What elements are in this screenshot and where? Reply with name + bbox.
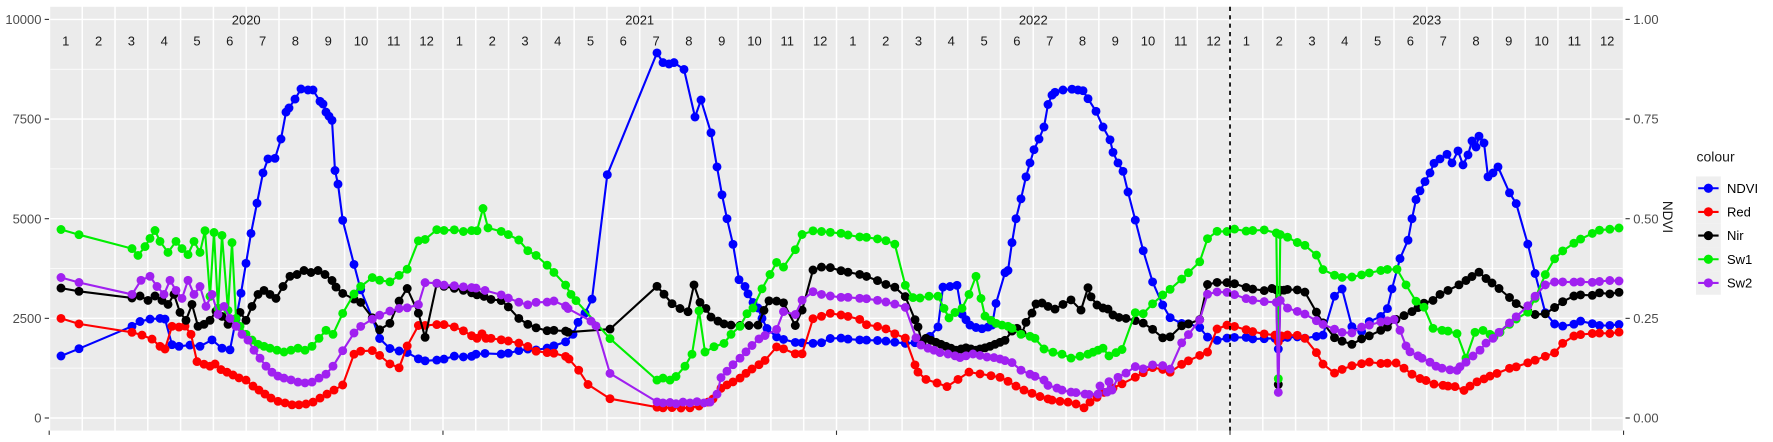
svg-text:8: 8 [292, 33, 299, 48]
svg-text:1: 1 [456, 33, 463, 48]
svg-text:12: 12 [419, 33, 433, 48]
svg-text:12: 12 [813, 33, 827, 48]
svg-text:10: 10 [354, 33, 368, 48]
svg-text:4: 4 [948, 33, 955, 48]
svg-text:2: 2 [1276, 33, 1283, 48]
svg-text:5000: 5000 [13, 211, 42, 226]
svg-text:0: 0 [34, 411, 41, 426]
svg-text:7500: 7500 [13, 112, 42, 127]
svg-text:3: 3 [521, 33, 528, 48]
svg-text:3: 3 [915, 33, 922, 48]
svg-text:8: 8 [1472, 33, 1479, 48]
svg-text:0.50: 0.50 [1633, 211, 1658, 226]
svg-text:1: 1 [849, 33, 856, 48]
svg-text:10: 10 [1534, 33, 1548, 48]
svg-text:10: 10 [747, 33, 761, 48]
svg-text:2023: 2023 [1412, 12, 1441, 27]
svg-text:2: 2 [489, 33, 496, 48]
svg-text:Nir: Nir [1727, 228, 1744, 243]
svg-text:6: 6 [226, 33, 233, 48]
svg-text:3: 3 [1308, 33, 1315, 48]
svg-text:5: 5 [980, 33, 987, 48]
svg-text:12: 12 [1206, 33, 1220, 48]
svg-text:0.75: 0.75 [1633, 112, 1658, 127]
svg-text:1: 1 [62, 33, 69, 48]
svg-text:Sw1: Sw1 [1727, 252, 1752, 267]
svg-text:2: 2 [882, 33, 889, 48]
svg-text:11: 11 [387, 33, 401, 48]
svg-text:2: 2 [95, 33, 102, 48]
svg-text:0.25: 0.25 [1633, 311, 1658, 326]
svg-text:6: 6 [1407, 33, 1414, 48]
svg-text:8: 8 [685, 33, 692, 48]
svg-text:2500: 2500 [13, 311, 42, 326]
svg-text:5: 5 [1374, 33, 1381, 48]
svg-text:3: 3 [128, 33, 135, 48]
svg-text:Red: Red [1727, 205, 1751, 220]
svg-text:2021: 2021 [625, 12, 654, 27]
svg-text:12: 12 [1600, 33, 1614, 48]
svg-text:11: 11 [1568, 33, 1582, 48]
svg-text:7: 7 [259, 33, 266, 48]
svg-text:5: 5 [193, 33, 200, 48]
svg-text:0.00: 0.00 [1633, 411, 1658, 426]
svg-text:7: 7 [1440, 33, 1447, 48]
svg-text:11: 11 [1174, 33, 1188, 48]
svg-text:10000: 10000 [5, 12, 41, 27]
svg-text:9: 9 [1505, 33, 1512, 48]
svg-text:6: 6 [620, 33, 627, 48]
svg-text:9: 9 [1112, 33, 1119, 48]
svg-text:colour: colour [1697, 149, 1735, 165]
svg-text:7: 7 [1046, 33, 1053, 48]
svg-text:4: 4 [161, 33, 168, 48]
svg-text:Sw2: Sw2 [1727, 276, 1752, 291]
svg-text:NDVI: NDVI [1660, 201, 1675, 233]
svg-text:NDVI: NDVI [1727, 181, 1758, 196]
svg-text:9: 9 [718, 33, 725, 48]
svg-text:11: 11 [781, 33, 795, 48]
svg-text:2020: 2020 [232, 12, 261, 27]
svg-text:1: 1 [1243, 33, 1250, 48]
svg-text:2022: 2022 [1019, 12, 1048, 27]
svg-text:10: 10 [1141, 33, 1155, 48]
svg-text:9: 9 [325, 33, 332, 48]
svg-text:6: 6 [1013, 33, 1020, 48]
svg-text:4: 4 [554, 33, 561, 48]
svg-text:5: 5 [587, 33, 594, 48]
svg-text:8: 8 [1079, 33, 1086, 48]
svg-text:1.00: 1.00 [1633, 12, 1658, 27]
svg-text:4: 4 [1341, 33, 1348, 48]
svg-text:7: 7 [652, 33, 659, 48]
